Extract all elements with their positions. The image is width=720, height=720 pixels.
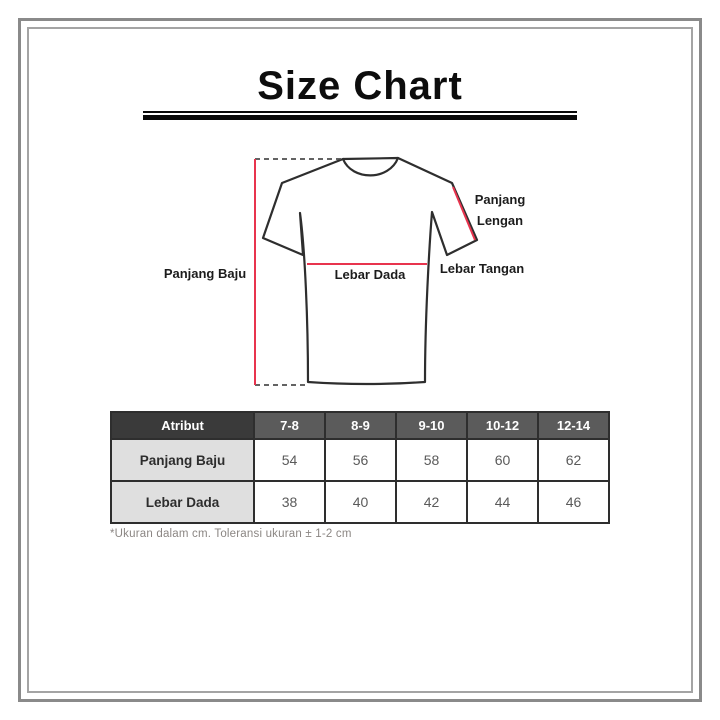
- divider-thin-line: [143, 111, 577, 113]
- header-size-8-9: 8-9: [324, 411, 397, 440]
- tshirt-collar-curve: [341, 156, 400, 177]
- header-size-7-8: 7-8: [253, 411, 326, 440]
- row-label-panjang-baju: Panjang Baju: [110, 438, 255, 482]
- size-table-header-row: Atribut 7-8 8-9 9-10 10-12 12-14: [110, 411, 610, 440]
- title-divider: [143, 111, 577, 120]
- label-panjang-lengan-line1: Panjang: [474, 192, 526, 207]
- cell-panjang-baju-7-8: 54: [253, 438, 326, 482]
- panjang-lengan-measure-line: [452, 186, 476, 241]
- cell-lebar-dada-12-14: 46: [537, 480, 610, 524]
- outer-frame-border: [18, 18, 702, 702]
- tshirt-outline-drawing: [254, 156, 479, 386]
- size-tolerance-footnote: *Ukuran dalam cm. Toleransi ukuran ± 1-2…: [110, 528, 352, 540]
- table-row-lebar-dada: Lebar Dada 38 40 42 44 46: [110, 480, 610, 524]
- label-panjang-lengan-line2: Lengan: [476, 213, 524, 229]
- page-title: Size Chart: [257, 64, 463, 108]
- label-lebar-dada: Lebar Dada: [334, 267, 406, 282]
- size-table: Atribut 7-8 8-9 9-10 10-12 12-14 Panjang…: [110, 411, 610, 524]
- header-size-12-14: 12-14: [537, 411, 610, 440]
- cell-panjang-baju-8-9: 56: [324, 438, 397, 482]
- label-lebar-tangan: Lebar Tangan: [439, 261, 525, 276]
- cell-lebar-dada-10-12: 44: [466, 480, 539, 524]
- inner-frame-border: [27, 27, 693, 693]
- header-atribut: Atribut: [110, 411, 255, 440]
- tshirt-measurement-diagram: [140, 140, 580, 410]
- label-panjang-lengan: Panjang Lengan: [454, 189, 546, 232]
- label-panjang-baju: Panjang Baju: [163, 266, 247, 281]
- header-size-10-12: 10-12: [466, 411, 539, 440]
- row-label-lebar-dada: Lebar Dada: [110, 480, 255, 524]
- cell-lebar-dada-9-10: 42: [395, 480, 468, 524]
- cell-panjang-baju-10-12: 60: [466, 438, 539, 482]
- cell-lebar-dada-8-9: 40: [324, 480, 397, 524]
- cell-panjang-baju-9-10: 58: [395, 438, 468, 482]
- header-size-9-10: 9-10: [395, 411, 468, 440]
- tshirt-body-outline: [261, 156, 479, 386]
- cell-panjang-baju-12-14: 62: [537, 438, 610, 482]
- table-row-panjang-baju: Panjang Baju 54 56 58 60 62: [110, 438, 610, 482]
- divider-thick-line: [143, 115, 577, 120]
- cell-lebar-dada-7-8: 38: [253, 480, 326, 524]
